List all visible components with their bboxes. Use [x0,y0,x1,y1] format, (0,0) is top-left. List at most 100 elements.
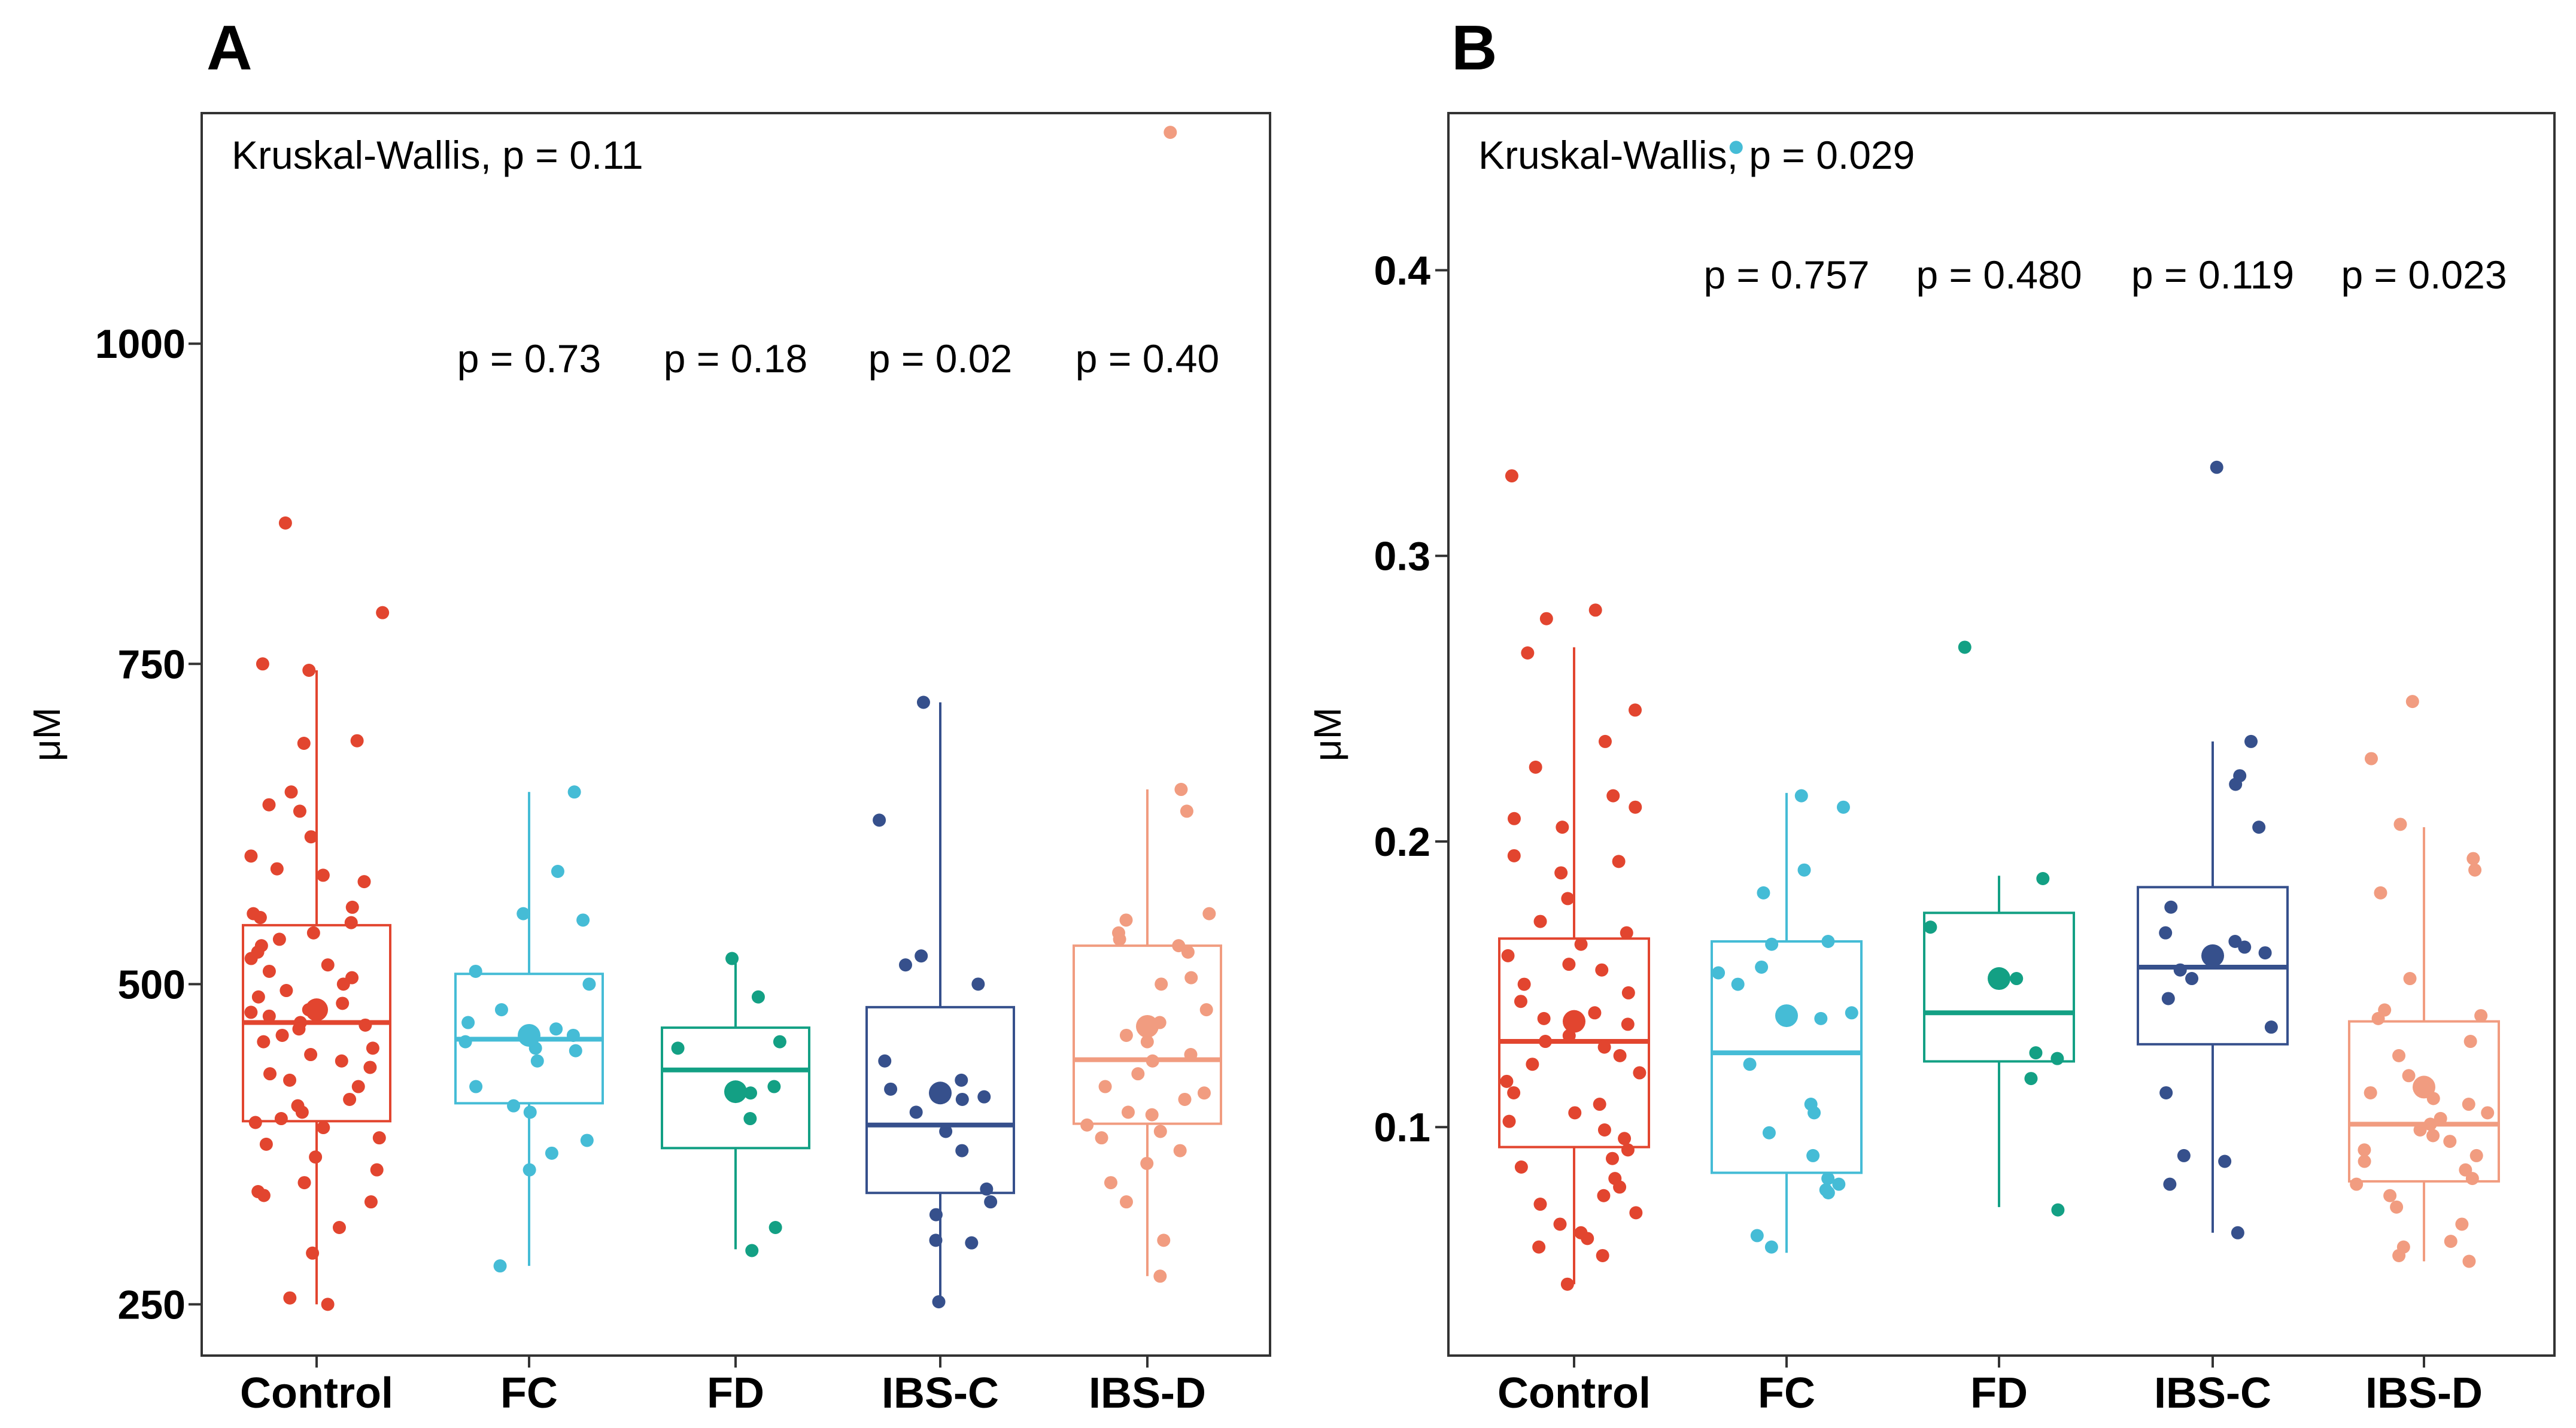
data-point [955,1092,969,1106]
data-point [248,1116,262,1129]
kruskal-wallis-annotation-b: Kruskal-Wallis, p = 0.029 [1478,133,1915,177]
y-tick-label: 250 [118,1282,186,1327]
data-point [1597,1040,1611,1054]
data-point [259,1137,273,1151]
data-point [2444,1235,2457,1248]
data-point [345,900,359,914]
data-point [1153,1269,1167,1283]
data-point [929,1233,943,1247]
data-point [2051,1052,2064,1065]
data-point [321,1298,335,1311]
data-point [1821,1186,1835,1199]
data-point [1574,937,1588,951]
data-point [576,913,590,927]
plot-marks-b [1498,141,2500,1291]
data-point [1140,1156,1154,1170]
data-point [1832,1177,1846,1191]
data-point [2426,1129,2440,1143]
data-point [1613,1049,1627,1062]
data-point [306,926,320,940]
data-point [2374,886,2387,900]
data-point [295,1105,309,1119]
data-point [2358,1154,2371,1168]
group-fc [454,785,604,1273]
data-point [955,1073,968,1087]
data-point [1958,640,1972,654]
data-point [915,949,928,963]
data-point [1598,734,1612,748]
data-point [1765,937,1779,951]
data-point [2405,695,2419,709]
data-point [2462,1254,2476,1268]
data-point [2383,1189,2397,1202]
x-axis-b: Control FC p = 0.757 FD p = 0.480 IBS-C p = 0.… [1497,253,2507,1417]
x-tick-label: FD [707,1369,764,1417]
data-point [1743,1058,1757,1071]
data-point [939,1125,953,1138]
x-axis-a: Control FC p = 0.73 FD p = 0.18 IBS-C p = 0.02… [240,336,1219,1417]
p-value-label: p = 0.18 [664,336,807,381]
data-point [297,736,311,750]
p-value-label: p = 0.023 [2341,253,2507,297]
data-point [569,1044,582,1058]
data-point [971,977,985,991]
data-point [272,932,286,946]
data-point [1517,977,1531,991]
data-point [1593,1098,1606,1111]
y-tick-label: 0.1 [1374,1105,1430,1150]
data-point [1757,886,1770,900]
data-point [344,916,358,929]
data-point [494,1003,508,1017]
y-axis-b: 0.1 0.2 0.3 0.4 [1374,248,1448,1150]
data-point [1606,1151,1620,1165]
data-point [1729,141,1743,154]
data-point [1181,945,1195,959]
data-point [366,1041,379,1055]
data-point [507,1099,521,1113]
data-point [1119,1195,1133,1209]
data-point [1146,1054,1159,1068]
panel-letter-a: A [206,13,253,83]
panel-b: B Kruskal-Wallis, p = 0.029 μM 0.1 0.2 0.3… [1306,13,2556,1417]
data-point [1924,920,1937,934]
data-point [1808,1106,1821,1120]
x-tick-label: IBS-C [2154,1369,2271,1417]
data-point [549,1022,563,1036]
data-point [725,952,739,965]
y-tick-label: 0.4 [1374,248,1430,293]
box [1711,940,1863,1174]
data-point [316,868,330,882]
data-point [1197,1086,1211,1100]
panel-letter-b: B [1451,13,1497,83]
p-value-label: p = 0.757 [1703,253,1869,297]
data-point [244,1005,258,1019]
data-point [1764,1240,1778,1254]
data-point [359,1018,372,1032]
data-point [1532,1240,1546,1254]
data-point [304,830,318,844]
data-point [1172,939,1186,953]
group-control [1498,469,1650,1291]
data-point [1836,800,1850,814]
mean-point [1563,1010,1585,1033]
data-point [1502,1114,1516,1128]
data-point [283,1073,297,1087]
data-point [1174,783,1188,797]
data-point [2164,900,2178,914]
data-point [517,907,530,920]
data-point [745,1244,759,1257]
data-point [1554,866,1568,880]
data-point [1629,1206,1643,1220]
data-point [372,1131,386,1145]
data-point [1098,1080,1112,1093]
mean-point [1136,1014,1159,1038]
data-point [1202,907,1216,920]
data-point [1620,926,1633,940]
data-point [768,1220,782,1234]
data-point [530,1054,544,1068]
data-point [1797,863,1811,877]
x-tick-label: Control [1497,1369,1651,1417]
data-point [1113,932,1126,946]
data-point [1731,977,1745,991]
mean-point [518,1023,540,1047]
